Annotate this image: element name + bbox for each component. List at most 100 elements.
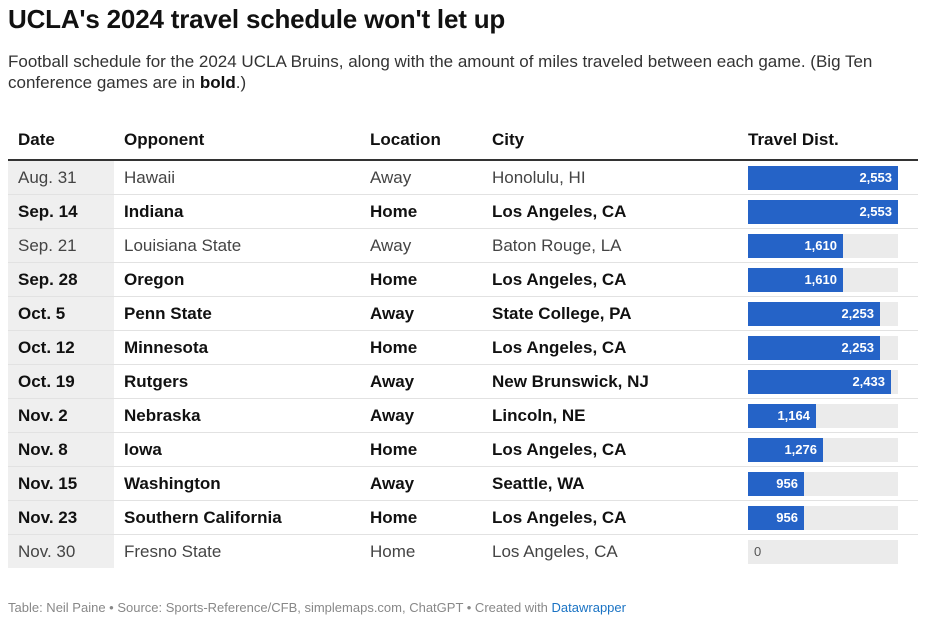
bar-track: 1,610 [748, 267, 898, 292]
date-cell: Sep. 21 [8, 228, 114, 263]
column-header-travel-distance[interactable]: Travel Dist. [728, 120, 918, 161]
table-row: Nov. 30 Fresno State Home Los Angeles, CA 0 [8, 534, 918, 569]
table-row: Oct. 5 Penn State Away State College, PA 2,2… [8, 296, 918, 331]
table-header: Date Opponent Location City Travel Dist. [8, 120, 918, 161]
table-row: Nov. 2 Nebraska Away Lincoln, NE 1,164 [8, 398, 918, 433]
datawrapper-link[interactable]: Datawrapper [551, 600, 626, 615]
bar-track: 2,553 [748, 199, 898, 224]
date-cell: Oct. 5 [8, 296, 114, 331]
travel-distance-cell: 0 [728, 535, 918, 569]
city-cell: Los Angeles, CA [492, 541, 618, 561]
distance-value-label: 956 [776, 509, 798, 525]
city-cell: Los Angeles, CA [482, 432, 728, 467]
opponent-cell: Rutgers [114, 364, 360, 399]
opponent-cell: Washington [114, 466, 360, 501]
distance-bar [748, 165, 898, 190]
schedule-table: Date Opponent Location City Travel Dist.… [8, 120, 918, 568]
city-cell: State College, PA [482, 296, 728, 331]
table-row: Oct. 12 Minnesota Home Los Angeles, CA 2,253 [8, 330, 918, 365]
travel-distance-cell: 1,164 [728, 398, 918, 433]
bar-track: 2,253 [748, 335, 898, 360]
bar-track: 956 [748, 505, 898, 530]
column-header-city[interactable]: City [482, 120, 728, 161]
distance-value-label: 2,253 [841, 305, 874, 321]
column-header-date[interactable]: Date [8, 120, 114, 161]
subtitle-end: .) [235, 73, 247, 92]
subtitle-text: Football schedule for the 2024 UCLA Brui… [8, 52, 873, 92]
distance-value-label: 956 [776, 475, 798, 491]
date-cell: Sep. 14 [8, 194, 114, 229]
chart-title: UCLA's 2024 travel schedule won't let up [8, 4, 506, 34]
location-cell: Away [360, 296, 482, 331]
travel-distance-cell: 2,553 [728, 194, 918, 229]
location-cell: Home [360, 500, 482, 535]
header-row: Date Opponent Location City Travel Dist. [8, 120, 918, 161]
travel-distance-cell: 956 [728, 500, 918, 535]
opponent-cell: Hawaii [114, 160, 360, 195]
location-cell: Home [360, 194, 482, 229]
table-row: Aug. 31 Hawaii Away Honolulu, HI 2,553 [8, 160, 918, 195]
table-row: Sep. 21 Louisiana State Away Baton Rouge, L… [8, 228, 918, 263]
opponent-cell: Louisiana State [114, 228, 360, 263]
city-cell: Seattle, WA [482, 466, 728, 501]
city-cell: Lincoln, NE [482, 398, 728, 433]
location-cell: Home [370, 541, 416, 561]
table-row: Sep. 14 Indiana Home Los Angeles, CA 2,553 [8, 194, 918, 229]
date-cell: Oct. 19 [8, 364, 114, 399]
bar-track: 1,276 [748, 437, 898, 462]
travel-distance-cell: 2,433 [728, 364, 918, 399]
location-cell: Away [360, 228, 482, 263]
bar-track: 2,553 [748, 165, 898, 190]
opponent-cell: Iowa [114, 432, 360, 467]
bar-track: 2,253 [748, 301, 898, 326]
date-cell: Nov. 2 [8, 398, 114, 433]
bar-track: 0 [748, 539, 898, 564]
opponent-cell: Oregon [114, 262, 360, 297]
chart-subtitle: Football schedule for the 2024 UCLA Brui… [8, 51, 908, 93]
table-row: Oct. 19 Rutgers Away New Brunswick, NJ 2,433 [8, 364, 918, 399]
column-header-location[interactable]: Location [360, 120, 482, 161]
bar-track: 956 [748, 471, 898, 496]
date-cell: Nov. 23 [8, 500, 114, 535]
distance-value-label: 2,253 [841, 339, 874, 355]
location-cell: Home [360, 432, 482, 467]
distance-bar [748, 199, 898, 224]
location-cell: Home [360, 262, 482, 297]
date-cell: Sep. 28 [8, 262, 114, 297]
opponent-cell: Fresno State [124, 541, 222, 561]
distance-value-label: 2,553 [859, 203, 892, 219]
column-header-opponent[interactable]: Opponent [114, 120, 360, 161]
table-row: Sep. 28 Oregon Home Los Angeles, CA 1,610 [8, 262, 918, 297]
location-cell: Home [360, 330, 482, 365]
travel-distance-cell: 1,610 [728, 262, 918, 297]
city-cell: Honolulu, HI [482, 160, 728, 195]
opponent-cell: Penn State [114, 296, 360, 331]
distance-value-label: 0 [754, 543, 762, 559]
location-cell: Away [360, 466, 482, 501]
distance-bar [748, 267, 843, 292]
city-cell: Los Angeles, CA [482, 330, 728, 365]
distance-bar [748, 403, 816, 428]
distance-bar [748, 369, 891, 394]
distance-bar [748, 335, 880, 360]
date-cell: Oct. 12 [8, 330, 114, 365]
bar-track: 1,610 [748, 233, 898, 258]
city-cell: New Brunswick, NJ [482, 364, 728, 399]
city-cell: Los Angeles, CA [482, 262, 728, 297]
opponent-cell: Nebraska [114, 398, 360, 433]
bar-track: 1,164 [748, 403, 898, 428]
distance-bar [748, 505, 804, 530]
distance-value-label: 2,433 [852, 373, 885, 389]
distance-bar [748, 233, 843, 258]
distance-bar [748, 471, 804, 496]
travel-distance-cell: 2,253 [728, 296, 918, 331]
location-cell: Away [360, 160, 482, 195]
travel-distance-cell: 1,610 [728, 228, 918, 263]
date-cell: Nov. 8 [8, 432, 114, 467]
city-cell: Baton Rouge, LA [482, 228, 728, 263]
distance-bar [748, 437, 823, 462]
travel-distance-cell: 1,276 [728, 432, 918, 467]
distance-value-label: 1,276 [784, 441, 817, 457]
footer-source: Table: Neil Paine • Source: Sports-Refer… [8, 600, 552, 615]
